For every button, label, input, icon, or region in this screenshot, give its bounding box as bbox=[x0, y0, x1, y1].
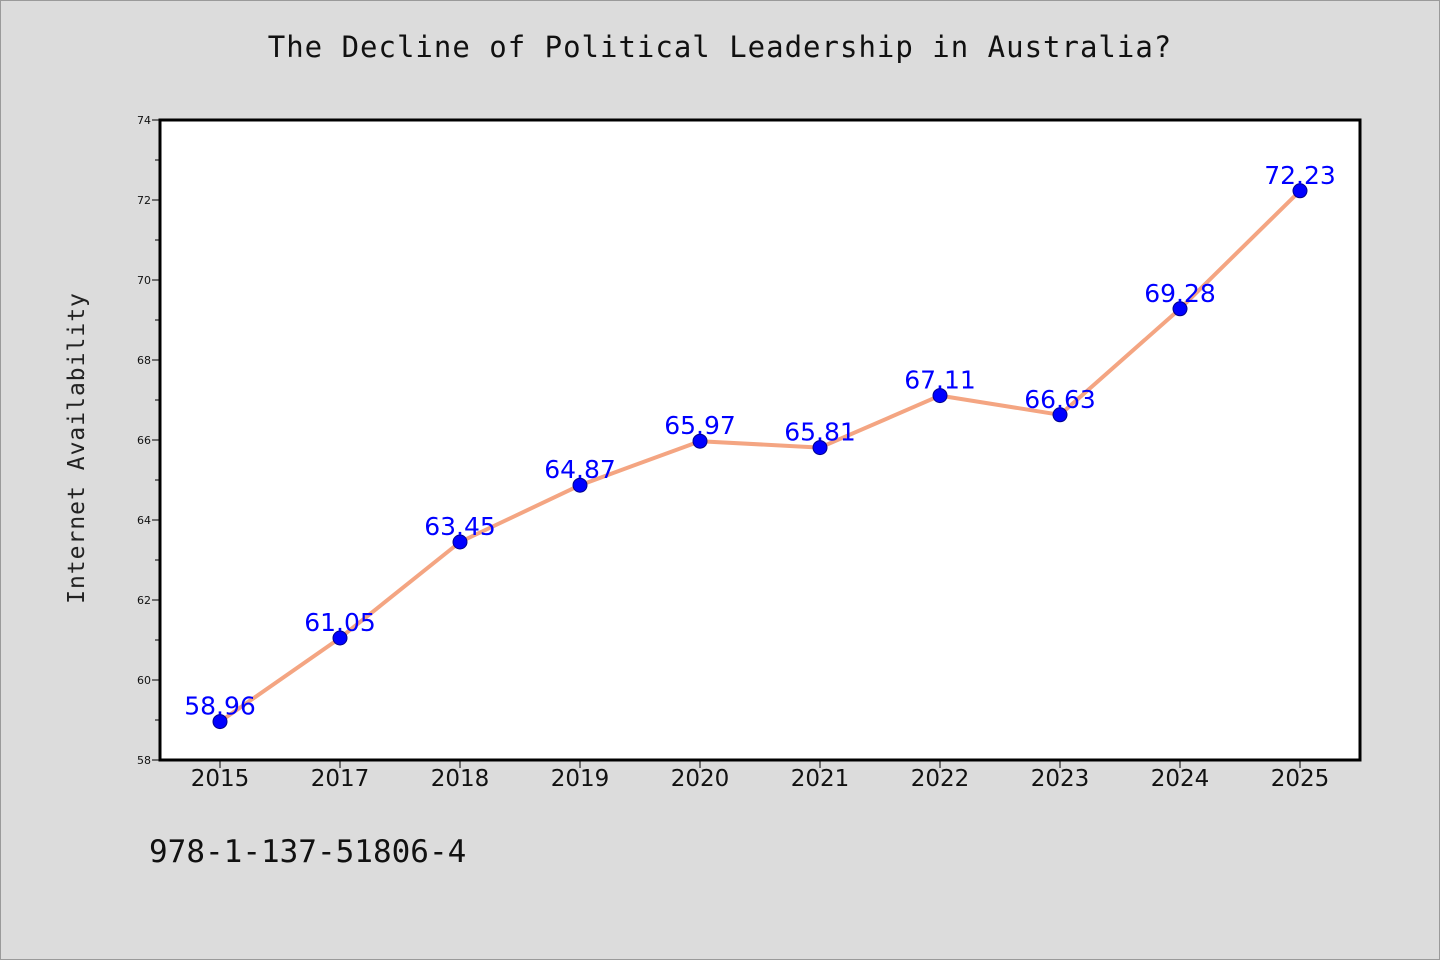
data-labels: 58.96 61.05 63.45 64.87 65.97 65.81 67.11 66.63… bbox=[184, 161, 1336, 721]
x-tick-label: 2017 bbox=[311, 766, 370, 792]
data-label: 65.97 bbox=[664, 411, 736, 440]
data-label: 72.23 bbox=[1264, 161, 1336, 190]
x-tick-label: 2022 bbox=[911, 766, 970, 792]
data-points bbox=[212, 183, 1308, 730]
x-tick-label: 2021 bbox=[791, 766, 850, 792]
data-label: 63.45 bbox=[424, 512, 496, 541]
data-label: 61.05 bbox=[304, 608, 376, 637]
data-point bbox=[932, 388, 948, 404]
y-tick-label: 62 bbox=[137, 594, 151, 607]
y-tick-label: 66 bbox=[137, 434, 151, 447]
data-label: 65.81 bbox=[784, 418, 856, 447]
y-tick-label: 58 bbox=[137, 754, 151, 767]
y-tick-label: 70 bbox=[137, 274, 151, 287]
data-label: 66.63 bbox=[1024, 385, 1096, 414]
data-label: 69.28 bbox=[1144, 279, 1216, 308]
y-axis-ticks: 58 60 62 64 66 68 70 72 74 bbox=[137, 114, 160, 767]
chart-title: The Decline of Political Leadership in A… bbox=[267, 30, 1173, 64]
x-tick-label: 2015 bbox=[191, 766, 250, 792]
data-point bbox=[572, 477, 588, 493]
footer-id: 978-1-137-51806-4 bbox=[149, 834, 467, 870]
data-point bbox=[212, 714, 228, 730]
series-line bbox=[218, 189, 1302, 724]
data-label: 67.11 bbox=[904, 366, 976, 395]
y-tick-label: 74 bbox=[137, 114, 151, 127]
data-point bbox=[1172, 301, 1188, 317]
y-tick-label: 68 bbox=[137, 354, 151, 367]
data-label: 64.87 bbox=[544, 455, 616, 484]
data-point bbox=[1292, 183, 1308, 199]
y-tick-label: 72 bbox=[137, 194, 151, 207]
data-point bbox=[692, 433, 708, 449]
x-tick-label: 2018 bbox=[431, 766, 490, 792]
data-point bbox=[332, 630, 348, 646]
x-tick-label: 2019 bbox=[551, 766, 610, 792]
y-tick-label: 64 bbox=[137, 514, 151, 527]
x-tick-label: 2023 bbox=[1031, 766, 1090, 792]
plot-area bbox=[158, 118, 1362, 762]
y-tick-label: 60 bbox=[137, 674, 151, 687]
data-point bbox=[812, 440, 828, 456]
x-axis-ticks: 2015 2017 2018 2019 2020 2021 2022 2023 2024 2025 bbox=[191, 760, 1330, 792]
x-tick-label: 2020 bbox=[671, 766, 730, 792]
data-label: 58.96 bbox=[184, 692, 256, 721]
data-point bbox=[1052, 407, 1068, 423]
data-point bbox=[452, 534, 468, 550]
x-tick-label: 2024 bbox=[1151, 766, 1210, 792]
x-tick-label: 2025 bbox=[1271, 766, 1330, 792]
